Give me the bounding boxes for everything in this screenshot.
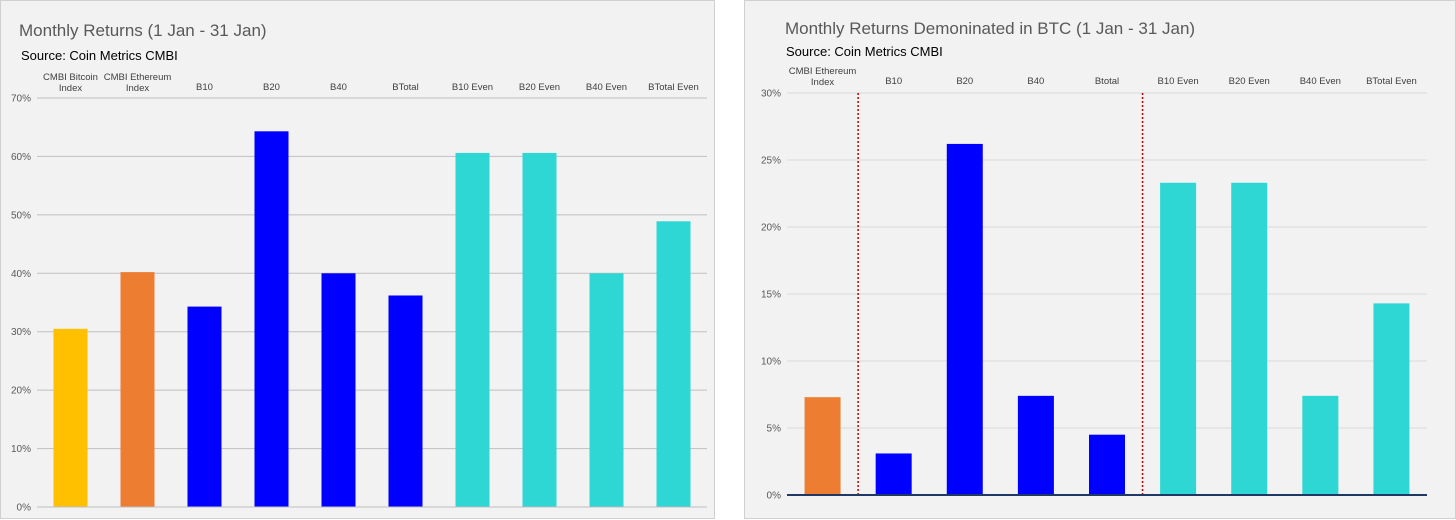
chart-subtitle: Source: Coin Metrics CMBI — [21, 48, 178, 63]
chart-subtitle: Source: Coin Metrics CMBI — [786, 44, 943, 59]
bar — [455, 152, 490, 507]
y-tick-label: 20% — [11, 386, 31, 397]
category-label: B10 Even — [452, 82, 493, 93]
bar — [589, 273, 624, 507]
y-tick-label: 25% — [761, 156, 781, 167]
y-tick-label: 50% — [11, 210, 31, 221]
bar — [656, 221, 691, 507]
category-label: CMBI Bitcoin — [43, 72, 98, 83]
category-label: BTotal Even — [648, 82, 699, 93]
category-label: B20 — [956, 76, 973, 87]
category-label: CMBI Ethereum — [104, 72, 172, 83]
category-label: CMBI Ethereum — [789, 66, 857, 77]
y-tick-label: 10% — [761, 357, 781, 368]
bar — [804, 397, 841, 495]
category-label: BTotal Even — [1366, 76, 1417, 87]
bar — [53, 328, 88, 507]
bar — [1302, 395, 1339, 495]
category-label: BTotal — [392, 82, 418, 93]
bar — [875, 453, 912, 495]
bar — [522, 152, 557, 507]
bar — [1373, 303, 1410, 495]
bar — [187, 306, 222, 507]
category-label: Btotal — [1095, 76, 1119, 87]
bar — [1231, 182, 1268, 495]
y-tick-label: 30% — [761, 89, 781, 100]
y-tick-label: 5% — [767, 424, 782, 435]
bar — [1017, 395, 1054, 495]
chart-panel-monthly-returns: Monthly Returns (1 Jan - 31 Jan) Source:… — [0, 0, 715, 519]
y-tick-label: 60% — [11, 152, 31, 163]
y-tick-label: 15% — [761, 290, 781, 301]
y-tick-label: 0% — [17, 503, 32, 514]
category-label: B10 — [196, 82, 213, 93]
bar — [388, 295, 423, 507]
bar — [946, 143, 983, 496]
category-label: B40 Even — [1300, 76, 1341, 87]
chart-panel-monthly-returns-btc: Monthly Returns Demoninated in BTC (1 Ja… — [744, 0, 1456, 519]
bar — [1089, 434, 1125, 495]
category-label: Index — [811, 77, 834, 88]
category-label: B20 Even — [1229, 76, 1270, 87]
y-tick-label: 40% — [11, 269, 31, 280]
y-tick-label: 0% — [767, 491, 782, 502]
bar — [254, 131, 289, 507]
category-label: Index — [126, 83, 149, 94]
y-tick-label: 70% — [11, 94, 31, 105]
bar — [321, 273, 356, 507]
y-tick-label: 10% — [11, 444, 31, 455]
category-label: Index — [59, 83, 82, 94]
bar-chart-monthly-returns: 0%10%20%30%40%50%60%70%CMBI BitcoinIndex… — [11, 72, 707, 514]
y-tick-label: 30% — [11, 327, 31, 338]
category-label: B40 — [330, 82, 347, 93]
category-label: B40 — [1027, 76, 1044, 87]
bar — [120, 272, 155, 507]
chart-title: Monthly Returns (1 Jan - 31 Jan) — [19, 21, 267, 40]
y-tick-label: 20% — [761, 223, 781, 234]
category-label: B10 — [885, 76, 902, 87]
category-label: B10 Even — [1158, 76, 1199, 87]
chart-title: Monthly Returns Demoninated in BTC (1 Ja… — [785, 19, 1196, 38]
category-label: B20 Even — [519, 82, 560, 93]
bar — [1160, 182, 1197, 495]
category-label: B40 Even — [586, 82, 627, 93]
category-label: B20 — [263, 82, 280, 93]
